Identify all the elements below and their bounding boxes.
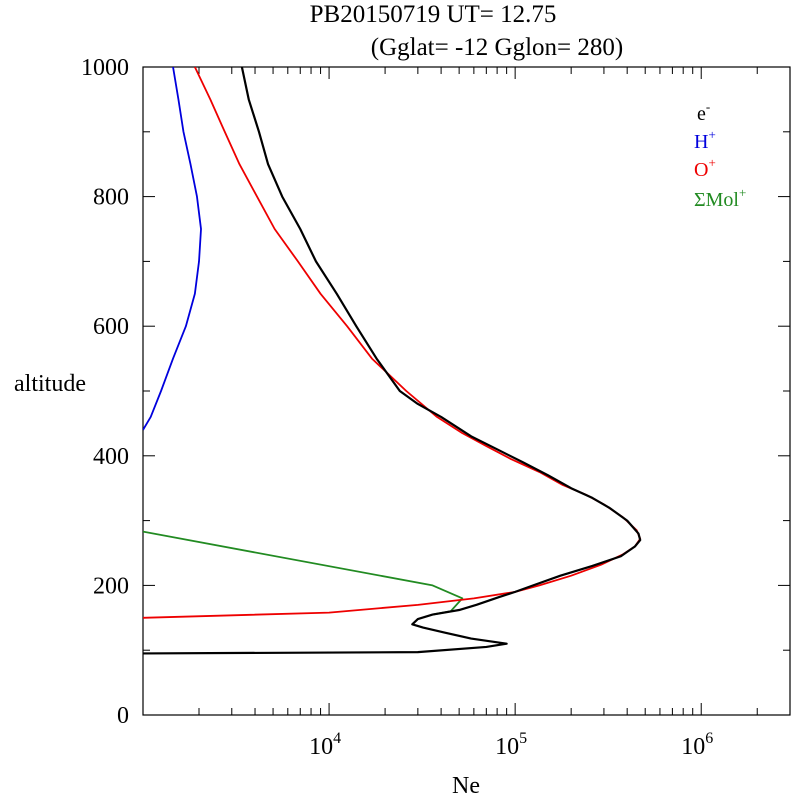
- x-tick-label: 105: [495, 730, 527, 760]
- x-tick-label: 104: [309, 730, 341, 760]
- chart-title-line2: (Gglat= -12 Gglon= 280): [371, 34, 623, 61]
- y-tick-label: 1000: [81, 55, 129, 81]
- legend-entry-charge: +: [739, 185, 746, 200]
- y-tick-label: 800: [93, 185, 129, 211]
- legend-entry-label: O: [694, 159, 708, 181]
- chart-title-line1: PB20150719 UT= 12.75: [310, 1, 557, 28]
- legend-entry-label: ΣMol: [694, 189, 739, 211]
- series-line-2: [143, 67, 642, 619]
- legend-entry-label: H: [694, 131, 708, 153]
- series-line-3: [143, 530, 464, 616]
- y-axis-ticks: 0 200 400 600 800 1000: [81, 55, 790, 729]
- y-axis-label: altitude: [14, 371, 86, 397]
- x-tick-label: 106: [681, 730, 713, 760]
- legend-entry-label: e: [697, 103, 706, 125]
- legend-entry: ΣMol+: [694, 185, 746, 211]
- legend: e-H+O+ΣMol+: [694, 99, 746, 211]
- y-tick-label: 600: [93, 314, 129, 340]
- x-tick-label-base: 10: [681, 734, 705, 760]
- x-tick-label-exponent: 4: [333, 730, 341, 747]
- series-line-0: [143, 67, 642, 655]
- x-tick-label-exponent: 6: [705, 730, 713, 747]
- legend-entry: O+: [694, 155, 716, 181]
- x-tick-label-base: 10: [495, 734, 519, 760]
- y-tick-label: 200: [93, 573, 129, 599]
- x-axis-label: Ne: [452, 773, 480, 796]
- series-layer: [143, 67, 642, 655]
- legend-entry-charge: +: [708, 127, 715, 142]
- legend-entry-charge: +: [708, 155, 715, 170]
- y-tick-label: 400: [93, 444, 129, 470]
- series-line-1: [143, 67, 202, 431]
- x-axis-ticks: 104 105 106: [142, 67, 791, 760]
- x-tick-label-exponent: 5: [519, 730, 527, 747]
- legend-entry: e-: [697, 99, 710, 125]
- legend-entry: H+: [694, 127, 716, 153]
- y-tick-label: 0: [117, 703, 129, 729]
- legend-entry-charge: -: [706, 99, 710, 114]
- x-tick-label-base: 10: [309, 734, 333, 760]
